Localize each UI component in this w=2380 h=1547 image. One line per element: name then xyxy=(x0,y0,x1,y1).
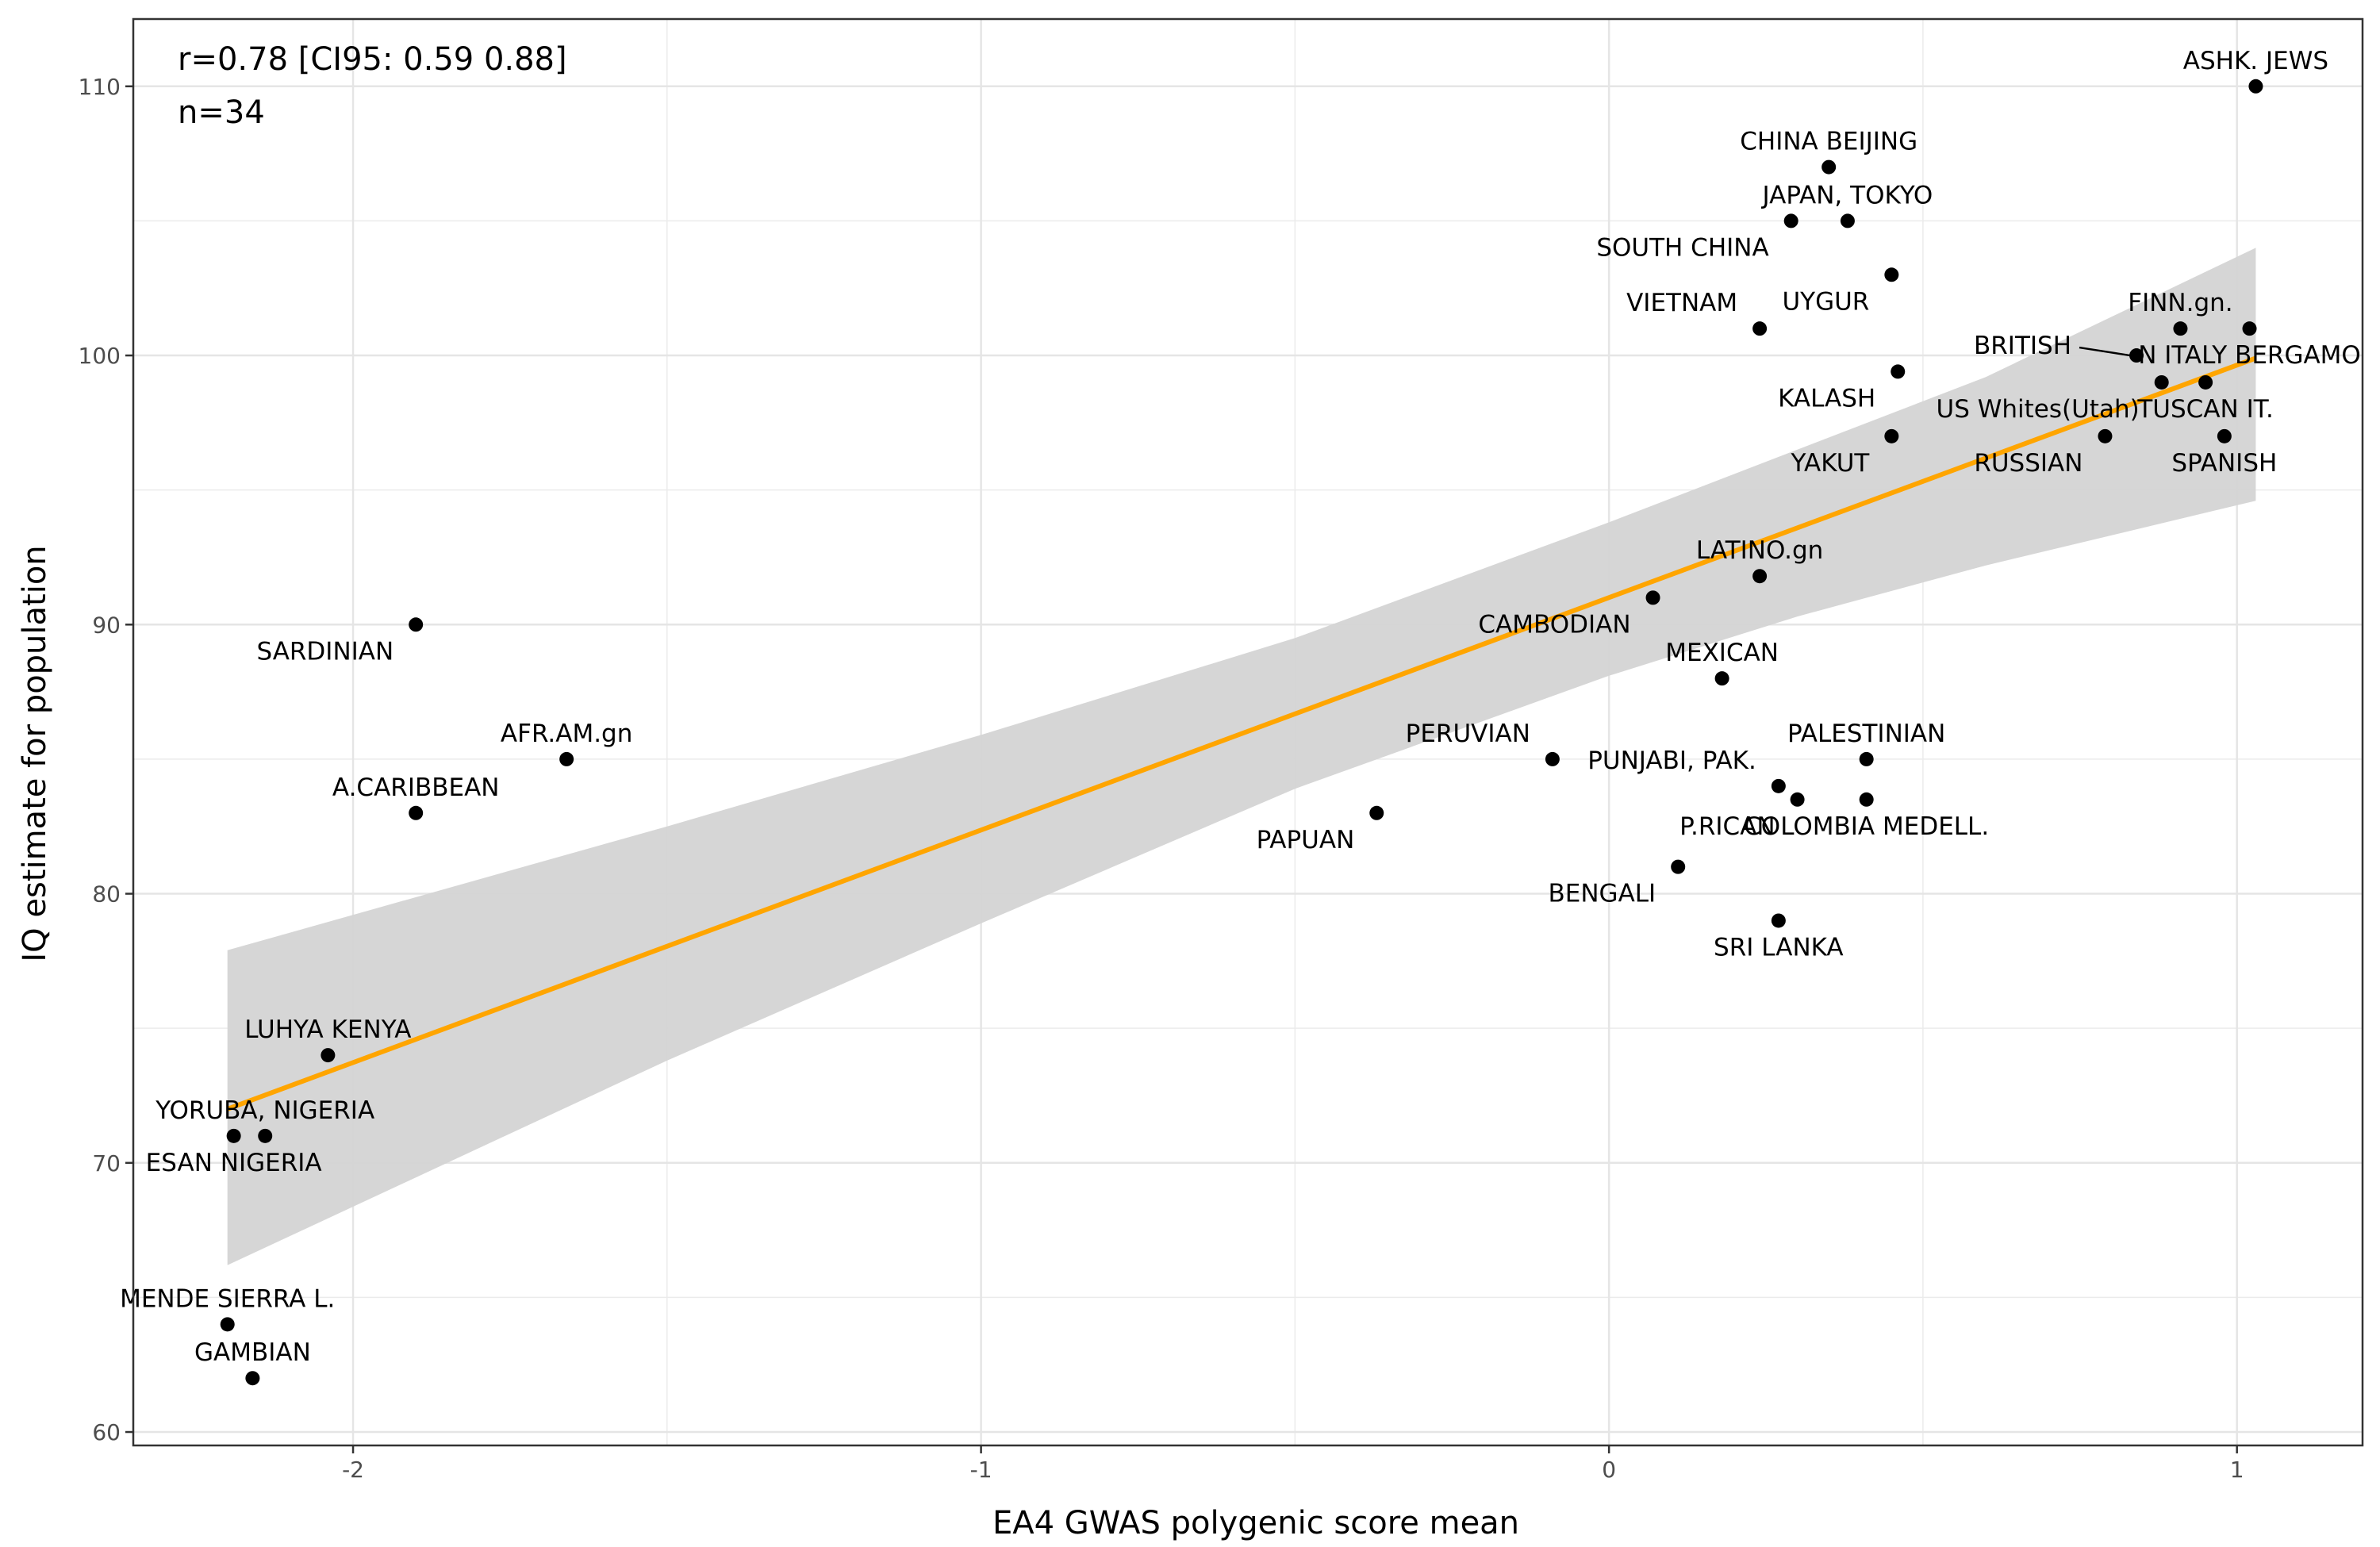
point-labels-layer: ASHK. JEWS CHINA BEIJING JAPAN, TOKYO SOUTH… xyxy=(120,47,2361,1367)
data-point xyxy=(409,805,424,820)
point-label: YORUBA, NIGERIA xyxy=(155,1096,374,1125)
label-leader-line xyxy=(2079,346,2131,357)
point-label: US Whites(Utah) xyxy=(1937,395,2140,424)
data-point xyxy=(2154,374,2169,390)
point-label: GAMBIAN xyxy=(194,1338,311,1367)
x-axis-title: EA4 GWAS polygenic score mean xyxy=(992,1505,1519,1541)
y-axis-title: IQ estimate for population xyxy=(17,545,53,962)
data-point xyxy=(1545,751,1560,766)
data-point xyxy=(1771,913,1786,928)
point-label: A.CARIBBEAN xyxy=(332,774,500,802)
data-point xyxy=(1771,778,1786,793)
point-label: BRITISH xyxy=(1974,332,2071,360)
x-tick-label: 1 xyxy=(2230,1457,2244,1483)
data-point xyxy=(1790,792,1805,807)
regression-line-layer xyxy=(226,355,2257,1111)
point-label: CHINA BEIJING xyxy=(1740,128,1917,156)
data-point xyxy=(1752,569,1768,584)
data-point xyxy=(258,1128,273,1143)
data-point xyxy=(2242,321,2257,336)
point-label: PERUVIAN xyxy=(1406,720,1530,748)
major-gridlines xyxy=(133,19,2363,1445)
point-label: BENGALI xyxy=(1549,880,1656,908)
point-label: SRI LANKA xyxy=(1714,933,1844,962)
point-label: ESAN NIGERIA xyxy=(146,1149,322,1177)
y-tick-label: 90 xyxy=(92,612,121,638)
x-tick-label: -2 xyxy=(342,1457,364,1483)
points-layer xyxy=(220,79,2263,1386)
y-tick-label: 60 xyxy=(92,1419,121,1445)
data-point xyxy=(2098,428,2113,443)
point-label: SOUTH CHINA xyxy=(1596,233,1768,262)
data-point xyxy=(1859,751,1874,766)
sample-size-annotation: n=34 xyxy=(178,94,265,131)
point-label: CAMBODIAN xyxy=(1478,610,1630,639)
correlation-annotation: r=0.78 [CI95: 0.59 0.88] xyxy=(178,41,567,78)
point-label: COLOMBIA MEDELL. xyxy=(1744,812,1989,841)
data-point xyxy=(220,1317,235,1332)
data-point xyxy=(1714,671,1729,686)
confidence-band-layer xyxy=(227,248,2256,1265)
y-tick-label: 110 xyxy=(79,74,121,100)
data-point xyxy=(559,751,574,766)
point-label: PAPUAN xyxy=(1257,826,1355,854)
point-label: N ITALY BERGAMO xyxy=(2138,341,2361,370)
data-point xyxy=(1884,428,1899,443)
y-tick-label: 70 xyxy=(92,1150,121,1177)
data-point xyxy=(2198,374,2213,390)
point-label: MENDE SIERRA L. xyxy=(120,1284,335,1313)
data-point xyxy=(245,1371,260,1386)
data-point xyxy=(2129,348,2144,363)
point-label: SARDINIAN xyxy=(256,637,393,666)
point-label: KALASH xyxy=(1778,384,1875,413)
data-point xyxy=(1645,590,1660,605)
data-point xyxy=(1840,213,1855,228)
point-label: SPANISH xyxy=(2171,449,2277,478)
point-label: AFR.AM.gn xyxy=(501,720,632,748)
point-label: TUSCAN IT. xyxy=(2136,395,2273,424)
data-point xyxy=(409,617,424,632)
y-tick-label: 100 xyxy=(79,343,121,369)
point-label: RUSSIAN xyxy=(1974,449,2082,478)
y-tick-label: 80 xyxy=(92,881,121,908)
point-label: PALESTINIAN xyxy=(1787,720,1945,748)
data-point xyxy=(1891,364,1906,379)
data-point xyxy=(1884,267,1899,282)
data-point xyxy=(2248,79,2263,94)
x-tick-label: 0 xyxy=(1602,1457,1616,1483)
point-label: JAPAN, TOKYO xyxy=(1761,181,1933,209)
point-label: UYGUR xyxy=(1782,287,1869,316)
data-point xyxy=(1821,159,1837,175)
confidence-band xyxy=(227,248,2256,1265)
point-label: P.RICAN xyxy=(1679,812,1775,841)
regression-line xyxy=(226,355,2257,1111)
point-label: MEXICAN xyxy=(1665,639,1779,667)
point-label: LATINO.gn xyxy=(1696,536,1823,565)
data-point xyxy=(226,1128,241,1143)
point-label: YAKUT xyxy=(1790,449,1870,478)
point-label: VIETNAM xyxy=(1626,289,1737,317)
data-point xyxy=(2217,428,2232,443)
data-point xyxy=(1859,792,1874,807)
x-axis-ticks: -2 -1 0 1 xyxy=(342,1445,2244,1483)
data-point xyxy=(1369,805,1384,820)
data-point xyxy=(1671,859,1686,874)
data-point xyxy=(321,1048,336,1063)
plot-panel-border xyxy=(132,17,2364,1447)
point-label: FINN.gn. xyxy=(2128,289,2232,317)
point-label: PUNJABI, PAK. xyxy=(1587,747,1756,775)
point-label: LUHYA KENYA xyxy=(244,1015,411,1044)
data-point xyxy=(1752,321,1768,336)
data-point xyxy=(1783,213,1798,228)
point-label: ASHK. JEWS xyxy=(2183,47,2328,75)
data-point xyxy=(2173,321,2188,336)
y-axis-ticks: 60 70 80 90 100 110 xyxy=(79,74,133,1445)
x-tick-label: -1 xyxy=(970,1457,992,1483)
